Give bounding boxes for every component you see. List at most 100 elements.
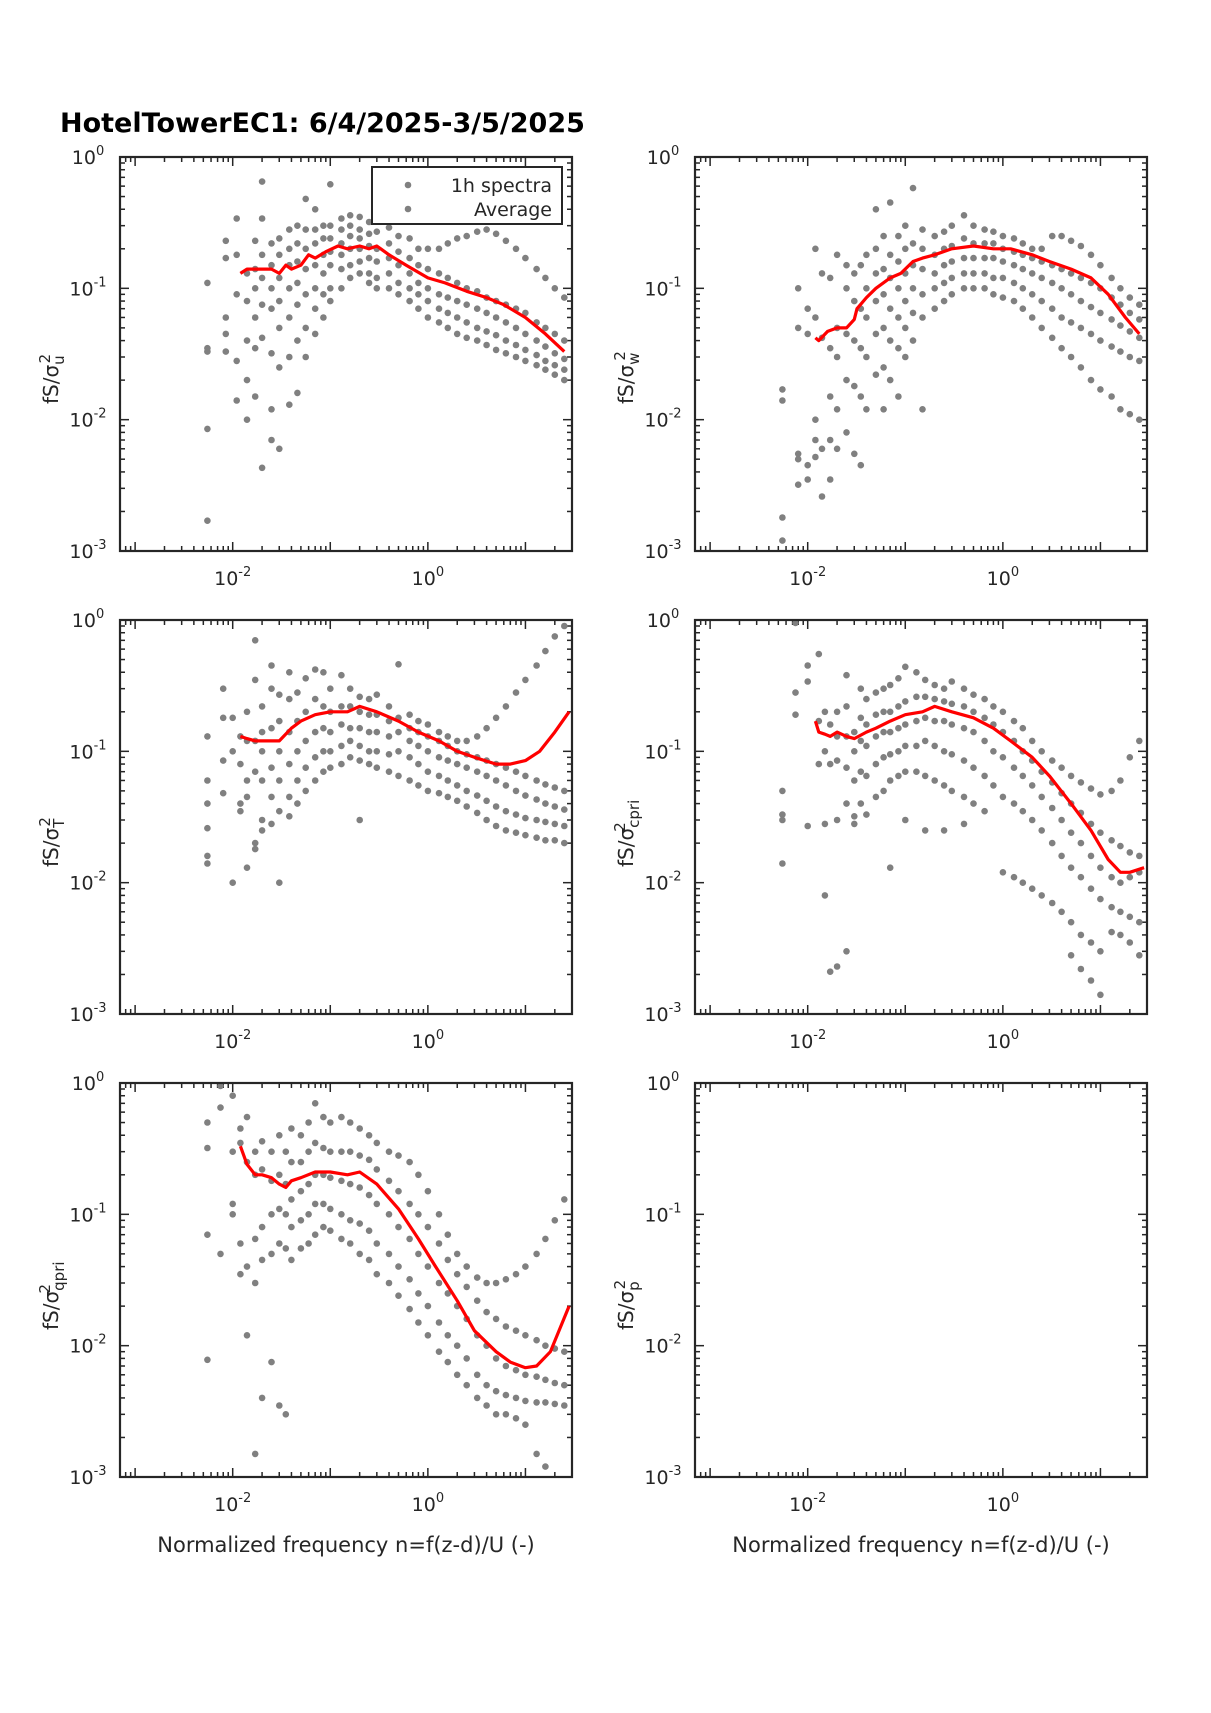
spectra-point — [204, 348, 211, 355]
spectra-point — [305, 1211, 312, 1218]
spectra-point — [276, 297, 283, 305]
spectra-point — [1126, 328, 1134, 335]
spectra-point — [1077, 873, 1085, 881]
spectra-point — [826, 760, 834, 768]
spectra-point — [492, 1315, 500, 1323]
spectra-point — [406, 270, 413, 277]
spectra-point — [522, 309, 529, 317]
spectra-point — [895, 232, 902, 240]
spectra-point — [913, 717, 920, 725]
y-tick-label: 10-3 — [69, 538, 106, 563]
spectra-point — [990, 703, 997, 710]
spectra-point — [395, 728, 402, 736]
spectra-point — [311, 1200, 319, 1208]
spectra-point — [851, 450, 858, 458]
spectra-point — [960, 724, 968, 732]
spectra-point — [533, 834, 540, 841]
spectra-point — [276, 1402, 283, 1409]
spectra-point — [492, 822, 500, 830]
x-tick-label: 100 — [412, 1491, 444, 1516]
spectra-point — [435, 1279, 443, 1287]
spectra-point — [821, 892, 829, 899]
spectra-point — [863, 285, 870, 292]
spectra-point — [243, 337, 251, 344]
spectra-point — [970, 728, 977, 736]
spectra-point — [863, 406, 870, 413]
spectra-point — [533, 1250, 540, 1258]
spectra-point — [406, 285, 413, 292]
spectra-point — [233, 397, 240, 404]
spectra-point — [276, 1240, 283, 1247]
spectra-point — [346, 724, 354, 732]
spectra-point — [970, 222, 977, 229]
spectra-point — [373, 285, 381, 292]
spectra-point — [561, 822, 568, 830]
spectra-point — [320, 669, 327, 676]
spectra-point — [233, 215, 240, 222]
spectra-point — [243, 416, 251, 424]
spectra-point — [999, 232, 1007, 240]
spectra-point — [533, 816, 540, 824]
spectra-point — [502, 1323, 510, 1330]
y-tick-label: 10-2 — [69, 407, 106, 432]
spectra-point — [385, 703, 393, 710]
spectra-point — [857, 737, 865, 745]
spectra-point — [880, 364, 887, 371]
spectra-point — [533, 1399, 540, 1406]
spectra-point — [1087, 939, 1095, 946]
spectra-point — [483, 309, 490, 317]
spectra-point — [857, 261, 865, 269]
spectra-point — [473, 337, 481, 344]
spectra-point — [880, 232, 887, 240]
spectra-point — [542, 1399, 549, 1406]
spectra-point — [886, 864, 894, 871]
spectra-point — [222, 330, 230, 338]
spectra-point — [346, 703, 354, 710]
legend-marker — [404, 205, 412, 213]
spectra-point — [826, 393, 834, 400]
spectra-point — [385, 1211, 393, 1218]
spectra-point — [1087, 977, 1095, 984]
spectra-point — [1067, 772, 1075, 780]
spectra-point — [424, 1263, 432, 1270]
spectra-point — [385, 224, 393, 231]
y-axis-label: fS/σw2 — [611, 351, 643, 404]
spectra-point — [297, 1158, 305, 1166]
spectra-point — [833, 963, 841, 970]
spectra-point — [258, 1394, 266, 1402]
spectra-point — [1126, 873, 1134, 881]
spectra-point — [502, 319, 510, 326]
x-tick-label: 100 — [412, 1028, 444, 1053]
spectra-point — [1136, 357, 1143, 365]
spectra-point — [385, 270, 393, 277]
spectra-point — [863, 721, 870, 728]
spectra-point — [1010, 261, 1018, 269]
spectra-point — [415, 1290, 422, 1297]
spectra-point — [794, 481, 802, 489]
spectra-point — [356, 742, 364, 750]
spectra-point — [268, 793, 275, 801]
spectra-point — [1010, 235, 1018, 242]
spectra-point — [483, 816, 490, 824]
spectra-point — [1108, 274, 1115, 282]
spectra-point — [346, 232, 354, 240]
spectra-point — [251, 1148, 259, 1155]
spectra-point — [542, 274, 549, 282]
spectra-point — [1087, 852, 1095, 860]
spectra-point — [243, 376, 251, 384]
spectra-point — [970, 691, 977, 698]
spectra-point — [311, 305, 319, 313]
spectra-point — [542, 1376, 549, 1384]
spectra-point — [880, 324, 887, 332]
spectra-point — [276, 274, 283, 282]
spectra-point — [346, 212, 354, 219]
spectra-point — [826, 344, 834, 352]
spectra-point — [415, 742, 422, 750]
spectra-point — [960, 793, 968, 801]
spectra-point — [356, 693, 364, 701]
spectra-point — [435, 1240, 443, 1247]
spectra-point — [1097, 261, 1104, 269]
spectra-point — [1019, 305, 1027, 313]
spectra-point — [779, 386, 786, 393]
spectra-point — [492, 230, 500, 238]
